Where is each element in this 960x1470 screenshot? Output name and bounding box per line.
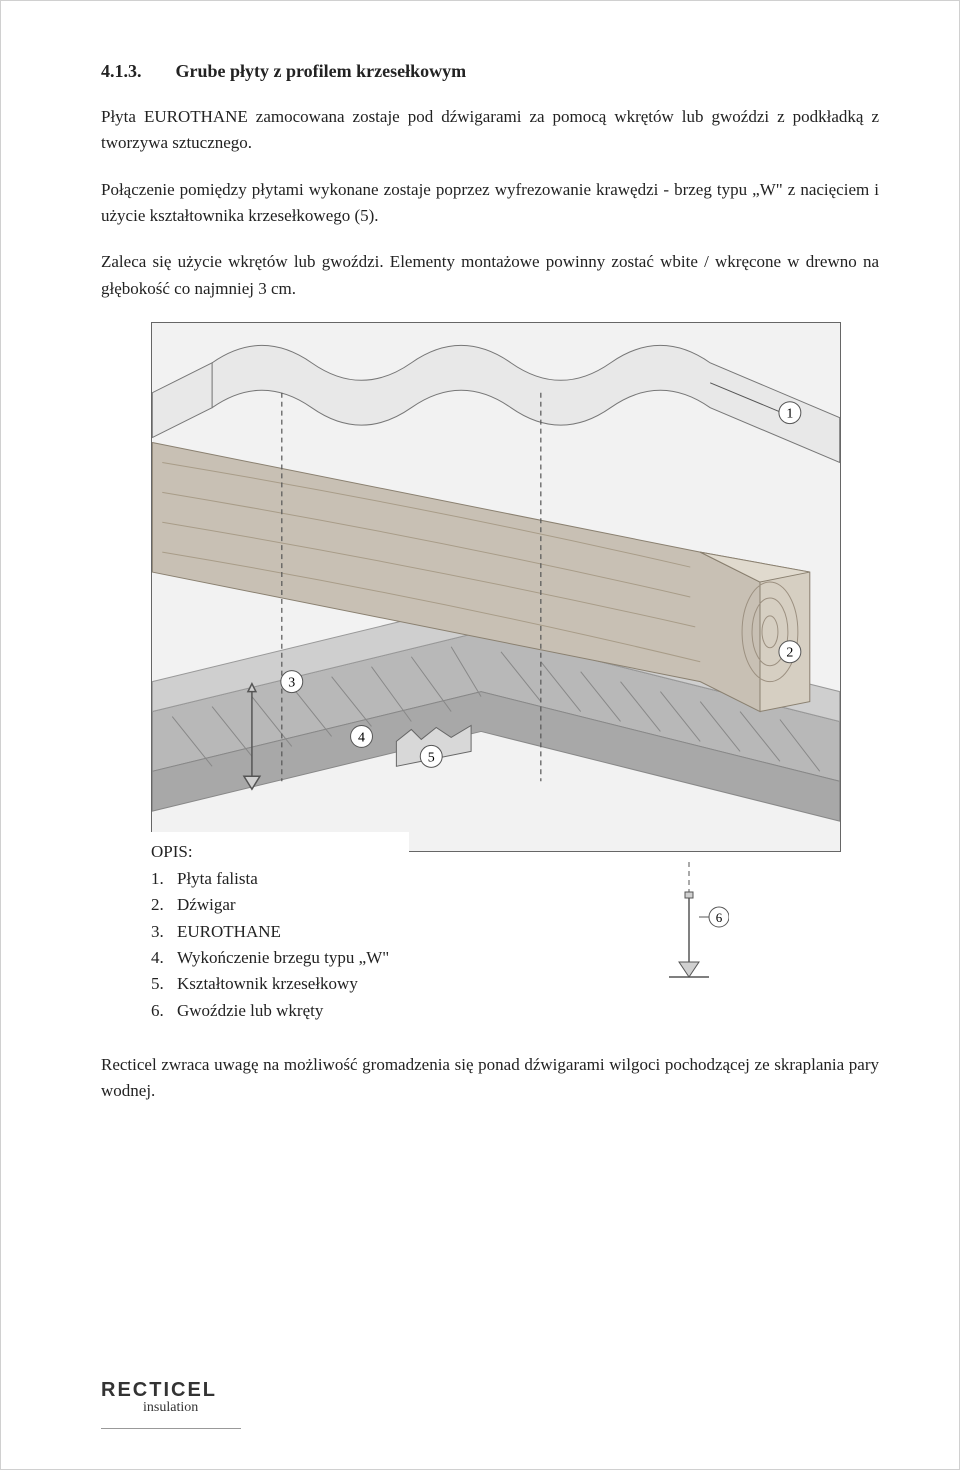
- svg-text:5: 5: [428, 750, 435, 765]
- section-heading: 4.1.3. Grube płyty z profilem krzesełkow…: [101, 61, 879, 82]
- document-page: 4.1.3. Grube płyty z profilem krzesełkow…: [0, 0, 960, 1470]
- legend-item: 5.Kształtownik krzesełkowy: [151, 971, 389, 997]
- callout-3: 3: [281, 671, 303, 693]
- legend-list: 1.Płyta falista 2.Dźwigar 3.EUROTHANE 4.…: [151, 866, 389, 1024]
- svg-text:6: 6: [716, 910, 723, 925]
- legend-title: OPIS:: [151, 842, 389, 862]
- paragraph-bottom: Recticel zwraca uwagę na możliwość groma…: [101, 1052, 879, 1105]
- legend-item: 1.Płyta falista: [151, 866, 389, 892]
- svg-text:1: 1: [786, 407, 793, 422]
- callout-6-detail: 6: [649, 862, 729, 992]
- legend-item: 6.Gwoździe lub wkręty: [151, 998, 389, 1024]
- callout-4: 4: [351, 726, 373, 748]
- figure-wrap: 1 2 3 4 5: [101, 322, 879, 852]
- paragraph-1: Płyta EUROTHANE zamocowana zostaje pod d…: [101, 104, 879, 157]
- brand-name: RECTICEL: [101, 1379, 241, 1402]
- svg-text:3: 3: [288, 676, 295, 691]
- heading-title: Grube płyty z profilem krzesełkowym: [176, 61, 467, 81]
- brand-subtitle: insulation: [143, 1400, 241, 1416]
- brand-logo: RECTICEL insulation: [101, 1379, 241, 1429]
- svg-text:2: 2: [786, 646, 793, 661]
- paragraph-3: Zaleca się użycie wkrętów lub gwoździ. E…: [101, 249, 879, 302]
- callout-5: 5: [420, 745, 442, 767]
- diagram-svg: 1 2 3 4 5: [152, 323, 840, 851]
- legend-item: 3.EUROTHANE: [151, 919, 389, 945]
- legend-item: 2.Dźwigar: [151, 892, 389, 918]
- legend: OPIS: 1.Płyta falista 2.Dźwigar 3.EUROTH…: [151, 832, 409, 1034]
- technical-diagram: 1 2 3 4 5: [151, 322, 841, 852]
- svg-text:4: 4: [358, 730, 365, 745]
- paragraph-2: Połączenie pomiędzy płytami wykonane zos…: [101, 177, 879, 230]
- heading-number: 4.1.3.: [101, 61, 171, 82]
- legend-item: 4.Wykończenie brzegu typu „W": [151, 945, 389, 971]
- callout-2: 2: [779, 641, 801, 663]
